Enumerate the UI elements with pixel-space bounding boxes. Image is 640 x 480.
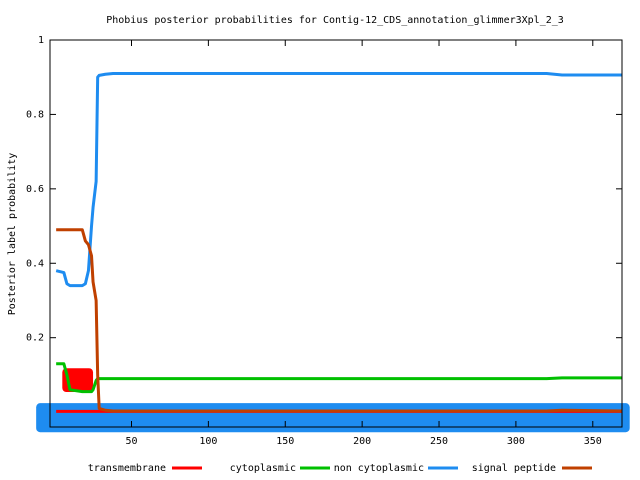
x-tick-label: 250 xyxy=(430,436,448,447)
x-tick-label: 100 xyxy=(199,436,217,447)
y-axis-label: Posterior label probability xyxy=(7,153,18,316)
y-tick-label: 0.6 xyxy=(26,184,44,195)
series-line xyxy=(55,71,622,288)
x-tick-label: 150 xyxy=(276,436,294,447)
y-tick-label: 1 xyxy=(38,35,44,46)
legend-label: non cytoplasmic xyxy=(334,463,424,474)
legend-label: cytoplasmic xyxy=(230,463,296,474)
x-tick-label: 350 xyxy=(584,436,602,447)
x-tick-label: 300 xyxy=(507,436,525,447)
plot-frame xyxy=(49,39,623,428)
y-tick-label: 0.2 xyxy=(26,333,44,344)
chart-title: Phobius posterior probabilities for Cont… xyxy=(106,15,564,26)
legend-label: transmembrane xyxy=(88,463,166,474)
x-tick-label: 200 xyxy=(353,436,371,447)
x-tick-label: 50 xyxy=(125,436,137,447)
plot-area xyxy=(36,71,630,433)
series-line xyxy=(56,362,622,394)
region-band xyxy=(36,403,630,433)
y-tick-label: 0.8 xyxy=(26,109,44,120)
series-line xyxy=(56,228,623,413)
y-tick-label: 0.4 xyxy=(26,258,44,269)
legend-label: signal peptide xyxy=(472,463,556,474)
